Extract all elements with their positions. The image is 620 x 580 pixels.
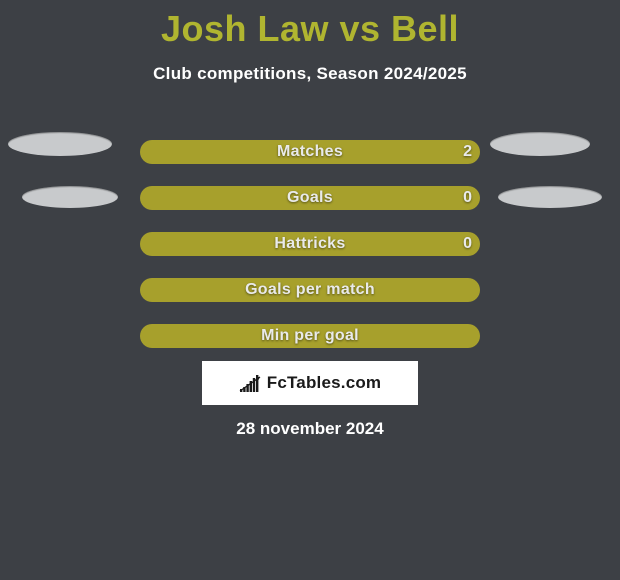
player-marker-ellipse xyxy=(490,132,590,156)
stat-row: Hattricks 0 xyxy=(0,220,620,266)
stat-row: Goals per match xyxy=(0,266,620,312)
comparison-infographic: Josh Law vs Bell Club competitions, Seas… xyxy=(0,8,620,580)
stat-row: Min per goal xyxy=(0,312,620,358)
stat-bar: Goals 0 xyxy=(140,186,480,210)
stat-label: Matches xyxy=(140,140,480,164)
stat-label: Goals xyxy=(140,186,480,210)
fctables-logo-text: FcTables.com xyxy=(267,373,382,393)
player-marker-ellipse xyxy=(8,132,112,156)
fctables-bars-icon xyxy=(239,374,261,392)
stat-bar: Goals per match xyxy=(140,278,480,302)
infographic-date: 28 november 2024 xyxy=(0,419,620,439)
page-title: Josh Law vs Bell xyxy=(0,8,620,50)
stat-bar: Matches 2 xyxy=(140,140,480,164)
player-marker-ellipse xyxy=(22,186,118,208)
stat-label: Hattricks xyxy=(140,232,480,256)
fctables-logo: FcTables.com xyxy=(202,361,418,405)
stat-right-value: 2 xyxy=(463,140,472,164)
page-subtitle: Club competitions, Season 2024/2025 xyxy=(0,64,620,84)
stat-bar: Hattricks 0 xyxy=(140,232,480,256)
stat-right-value: 0 xyxy=(463,232,472,256)
player-marker-ellipse xyxy=(498,186,602,208)
stat-bar: Min per goal xyxy=(140,324,480,348)
stat-label: Goals per match xyxy=(140,278,480,302)
stat-right-value: 0 xyxy=(463,186,472,210)
stat-rows: Matches 2 Goals 0 Hattricks 0 Goals per … xyxy=(0,128,620,358)
stat-label: Min per goal xyxy=(140,324,480,348)
